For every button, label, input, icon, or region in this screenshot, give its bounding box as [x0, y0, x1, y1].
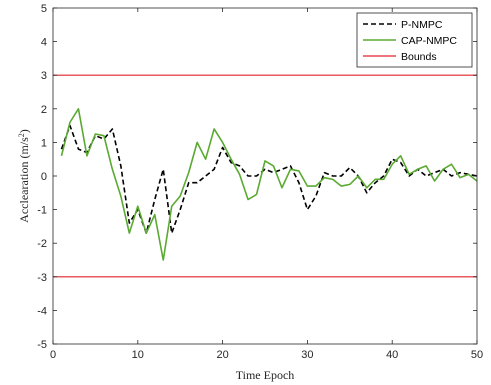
y-tick-label-0: 0: [41, 171, 47, 183]
legend-label-bounds: Bounds: [401, 51, 437, 63]
y-tick-label-4: 4: [41, 37, 47, 49]
x-tick-label-20: 20: [216, 349, 228, 361]
x-tick-labels: 0 10 20 30 40 50: [50, 349, 483, 361]
y-tick-label-5: -5: [37, 339, 47, 351]
y-tick-label-1: -1: [37, 205, 47, 217]
y-tick-label-3: 3: [41, 70, 47, 82]
y-axis-label-main: Acclearation (m/s: [17, 137, 31, 223]
bounds-layer: [53, 74, 477, 278]
series-line-p-nmpc: [60, 124, 478, 234]
y-tick-label-5: 5: [41, 3, 47, 15]
legend-label-p-nmpc: P-NMPC: [401, 19, 443, 31]
y-tick-label-4: -4: [37, 305, 47, 317]
legend: P-NMPC CAP-NMPC Bounds: [356, 12, 473, 68]
x-tick-label-40: 40: [386, 349, 398, 361]
y-tick-label-2: -2: [37, 238, 47, 250]
y-tick-label-2: 2: [41, 104, 47, 116]
ticks-layer: [52, 7, 478, 345]
y-tick-label-1: 1: [41, 137, 47, 149]
y-axis-label-close: ): [17, 129, 31, 133]
legend-label-cap-nmpc: CAP-NMPC: [401, 35, 457, 47]
y-axis-label: Acclearation (m/s2): [17, 129, 31, 223]
x-tick-label-50: 50: [471, 349, 483, 361]
y-axis-label-sup: 2: [17, 133, 26, 137]
x-tick-label-0: 0: [50, 349, 56, 361]
x-tick-label-30: 30: [301, 349, 313, 361]
series-line-cap-nmpc: [60, 108, 478, 261]
y-tick-labels: -5 -4 -3 -2 -1 0 1 2 3 4 5: [37, 3, 47, 351]
x-tick-label-10: 10: [132, 349, 144, 361]
series-layer: [60, 108, 478, 261]
y-tick-label-3: -3: [37, 272, 47, 284]
x-axis-label: Time Epoch: [236, 368, 295, 382]
